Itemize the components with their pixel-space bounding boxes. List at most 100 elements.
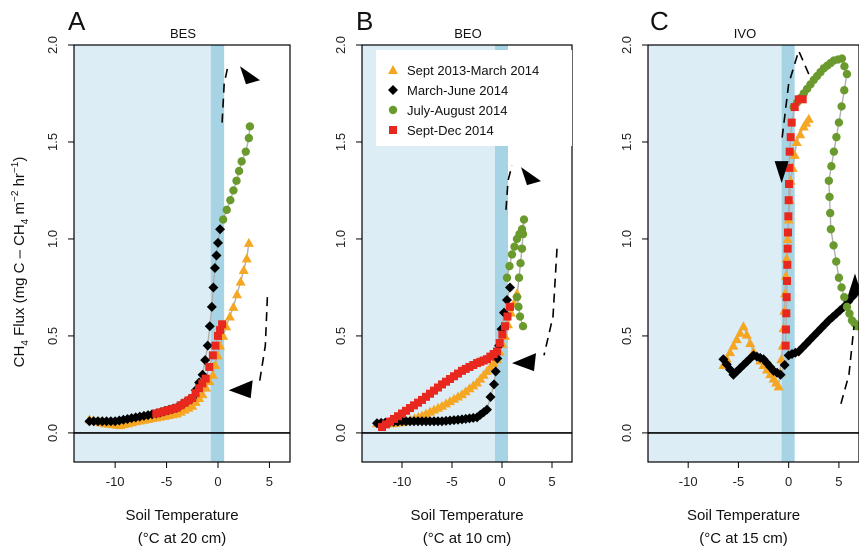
data-point [216, 326, 225, 335]
x-tick-label: -5 [733, 474, 745, 489]
data-point [842, 302, 852, 312]
data-point [783, 228, 792, 237]
plot-area [84, 122, 255, 430]
data-point [782, 293, 791, 302]
data-point [517, 244, 527, 253]
data-point [200, 355, 211, 366]
data-point [773, 381, 784, 391]
legend-marker [389, 126, 397, 134]
y-axis-title: CH4 Flux (mg C – CH4 m−2 hr−1) [10, 157, 31, 368]
data-point [779, 360, 790, 371]
data-point [235, 276, 246, 286]
x-tick-label: 0 [214, 474, 221, 489]
data-point [510, 242, 519, 251]
x-tick-label: 5 [266, 474, 273, 489]
data-point [201, 374, 210, 383]
legend-marker [388, 85, 398, 95]
data-point [519, 215, 529, 224]
legend-label: July-August 2014 [407, 103, 507, 118]
data-point [506, 302, 514, 311]
panel-title: IVO [734, 26, 756, 41]
data-point [204, 321, 215, 332]
data-point [234, 166, 244, 176]
data-point [825, 208, 835, 218]
data-point [791, 136, 802, 146]
data-point [493, 347, 501, 356]
data-point [781, 253, 792, 263]
data-point [490, 366, 501, 377]
ylabel-sup-m: −2 [10, 190, 21, 202]
data-point [445, 396, 455, 406]
data-point [518, 229, 528, 239]
y-tick-label: 0.0 [619, 424, 634, 442]
data-point [783, 260, 792, 269]
data-point [826, 225, 836, 234]
data-point [449, 393, 459, 403]
data-point [515, 312, 525, 321]
data-point [514, 302, 523, 312]
x-axis-title: Soil Temperature [125, 507, 238, 524]
data-point [782, 276, 791, 285]
legend-entry: March-June 2014 [388, 83, 508, 98]
y-tick-label: 0.5 [45, 327, 60, 345]
x-tick-label: -5 [446, 474, 458, 489]
plot-frame [361, 44, 573, 463]
data-point [245, 122, 255, 131]
legend-entry: Sept 2013-March 2014 [388, 63, 539, 78]
series-markers [502, 215, 529, 331]
legend: Sept 2013-March 2014 March-June 2014 July-… [376, 50, 572, 146]
data-point [208, 351, 217, 360]
data-point [784, 196, 793, 205]
y-tick-label: 2.0 [45, 36, 60, 54]
data-point [785, 180, 794, 188]
x-tick-label: 5 [835, 474, 842, 489]
data-point [482, 404, 492, 415]
data-point [244, 133, 254, 143]
data-point [837, 54, 847, 63]
data-point [205, 362, 214, 371]
data-point [789, 149, 800, 159]
ylabel-mid: Flux (mg C – CH [11, 224, 28, 340]
y-tick-label: 2.0 [333, 36, 348, 54]
plot-area [372, 215, 529, 432]
data-point [188, 393, 197, 402]
y-tick-label: 1.0 [45, 230, 60, 248]
data-point [837, 102, 846, 111]
x-axis-units: (°C at 15 cm) [699, 530, 788, 547]
x-tick-label: -5 [161, 474, 173, 489]
data-point [215, 224, 226, 235]
data-point [213, 237, 223, 248]
subzero-shading [648, 45, 789, 462]
data-point [725, 347, 736, 357]
y-tick-label: 0.0 [333, 424, 348, 442]
x-axis-title: Soil Temperature [410, 507, 523, 524]
data-point [775, 369, 786, 380]
data-point [803, 113, 814, 123]
data-point [782, 233, 793, 243]
data-point [228, 301, 239, 311]
data-point [840, 62, 849, 71]
legend-entry: July-August 2014 [388, 103, 507, 118]
plot-frame [647, 44, 859, 463]
x-tick-label: 0 [498, 474, 505, 489]
panel-letter: A [68, 6, 86, 36]
panel-c: -10 -5 0 5 0.0 0.5 1.0 1.5 2.0 C IVO Soil Temperatu… [619, 6, 859, 547]
data-point [156, 408, 165, 417]
series-markers [378, 302, 514, 432]
data-point [842, 69, 852, 79]
ylabel-sub-4b: 4 [20, 218, 31, 224]
data-point [208, 282, 219, 293]
data-point [198, 379, 207, 388]
data-point [741, 329, 752, 339]
y-tick-label: 1.5 [619, 133, 634, 151]
ylabel-sup-hr: −1 [10, 161, 21, 173]
data-point [229, 186, 238, 195]
series-markers [781, 95, 807, 350]
panel-a: -10 -5 0 5 0.0 0.5 1.0 1.5 2.0 A BES Soil Temperatu… [45, 6, 291, 547]
data-point [829, 147, 839, 156]
trend-arrow-head [521, 167, 541, 186]
data-point [781, 325, 790, 334]
data-point [516, 258, 525, 268]
series-markers [372, 282, 515, 429]
